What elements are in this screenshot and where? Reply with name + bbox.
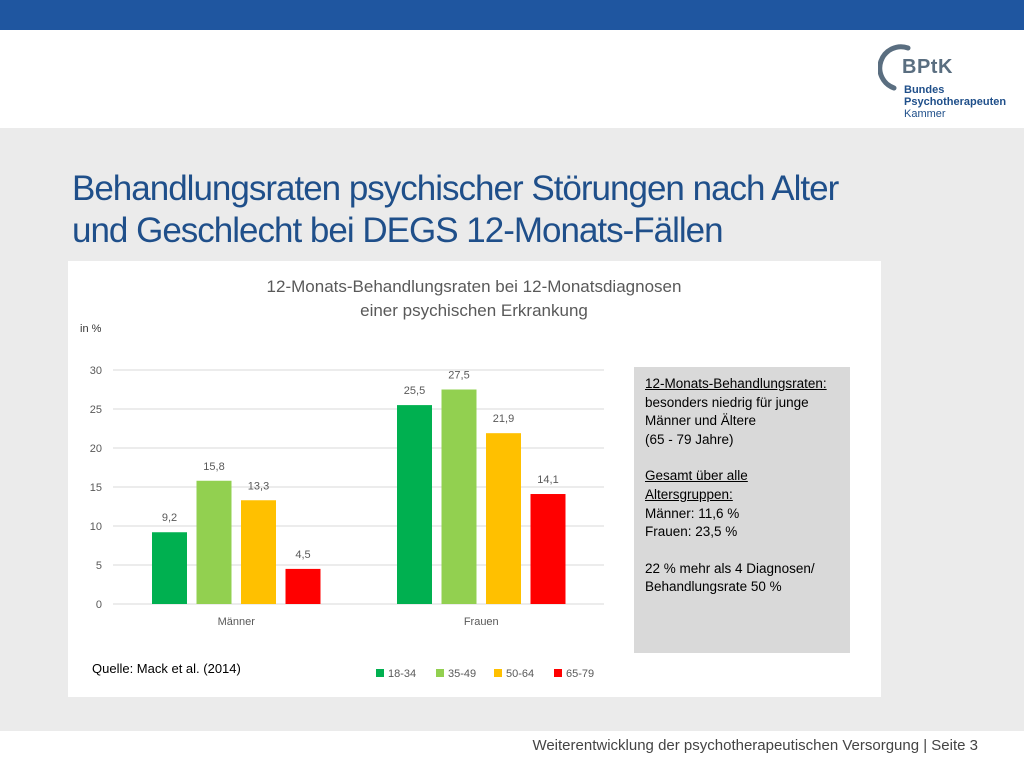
info-heading-2b: Altersgruppen: — [645, 486, 733, 502]
chart-panel: 12-Monats-Behandlungsraten bei 12-Monats… — [68, 261, 881, 697]
info-note-1: 22 % mehr als 4 Diagnosen/ — [645, 560, 815, 576]
logo-abbreviation: BPtK — [902, 56, 953, 78]
info-text-2: Männer und Ältere — [645, 413, 757, 429]
info-box: 12-Monats-Behandlungsraten: besonders ni… — [634, 367, 850, 653]
y-tick-label: 20 — [90, 443, 102, 455]
chart-title-line2: einer psychischen Erkrankung — [360, 301, 588, 320]
x-category-label: Männer — [218, 616, 256, 628]
bptk-logo: BPtK Bundes Psychotherapeuten Kammer — [878, 42, 1008, 122]
legend-label: 50-64 — [506, 668, 534, 680]
info-text-3: (65 - 79 Jahre) — [645, 431, 734, 447]
slide-content: Behandlungsraten psychischer Störungen n… — [0, 128, 1024, 731]
slide-title: Behandlungsraten psychischer Störungen n… — [72, 168, 972, 252]
info-spacer — [645, 449, 840, 467]
legend-swatch-65-79 — [554, 669, 562, 677]
y-tick-label: 10 — [90, 521, 102, 533]
y-tick-label: 15 — [90, 482, 102, 494]
bar-18-34-Frauen — [397, 405, 432, 604]
header — [0, 30, 1024, 128]
data-label: 15,8 — [203, 461, 224, 473]
legend-label: 18-34 — [388, 668, 416, 680]
logo-arc-icon — [878, 44, 911, 91]
data-label: 9,2 — [162, 512, 177, 524]
data-label: 27,5 — [448, 370, 469, 382]
info-text-1: besonders niedrig für junge — [645, 394, 809, 410]
slide-title-line2: und Geschlecht bei DEGS 12-Monats-Fällen — [72, 211, 724, 250]
x-category-label: Frauen — [464, 616, 499, 628]
info-spacer — [645, 542, 840, 560]
data-label: 21,9 — [493, 413, 514, 425]
source-note: Quelle: Mack et al. (2014) — [92, 661, 241, 676]
logo-line-kammer: Kammer — [904, 108, 946, 120]
legend-swatch-50-64 — [494, 669, 502, 677]
data-label: 25,5 — [404, 385, 425, 397]
data-label: 14,1 — [537, 474, 558, 486]
logo-line-bundes: Bundes — [904, 84, 945, 96]
footer-text: Weiterentwicklung der psychotherapeutisc… — [532, 737, 978, 754]
legend-swatch-35-49 — [436, 669, 444, 677]
bar-65-79-Männer — [285, 568, 321, 604]
data-label: 4,5 — [295, 549, 310, 561]
bar-65-79-Frauen — [530, 494, 566, 604]
legend-swatch-18-34 — [376, 669, 384, 677]
bar-chart: 0 5 10 15 20 25 30 9,2 15,8 13,3 4,5 Männer 25,5 27,5… — [90, 365, 604, 680]
y-unit-label: in % — [80, 323, 102, 335]
bar-50-64-Frauen — [486, 433, 521, 604]
bar-18-34-Männer — [152, 532, 187, 604]
chart-title-line1: 12-Monats-Behandlungsraten bei 12-Monats… — [266, 277, 682, 296]
y-tick-label: 0 — [96, 599, 102, 611]
info-note-2: Behandlungsrate 50 % — [645, 579, 782, 595]
y-tick-label: 25 — [90, 404, 102, 416]
slide-title-line1: Behandlungsraten psychischer Störungen n… — [72, 169, 839, 208]
bar-35-49-Frauen — [441, 389, 477, 604]
top-bar — [0, 0, 1024, 30]
legend-label: 35-49 — [448, 668, 476, 680]
bar-50-64-Männer — [241, 500, 276, 604]
chart-title: 12-Monats-Behandlungsraten bei 12-Monats… — [68, 275, 880, 323]
info-heading: 12-Monats-Behandlungsraten: — [645, 376, 827, 391]
info-women: Frauen: 23,5 % — [645, 524, 738, 540]
y-tick-label: 5 — [96, 560, 102, 572]
y-tick-label: 30 — [90, 365, 102, 377]
bar-35-49-Männer — [196, 480, 232, 604]
data-label: 13,3 — [248, 480, 269, 492]
logo-line-psychotherapeuten: Psychotherapeuten — [904, 96, 1007, 108]
info-men: Männer: 11,6 % — [645, 505, 740, 521]
legend-label: 65-79 — [566, 668, 594, 680]
info-heading-2a: Gesamt über alle — [645, 468, 748, 484]
